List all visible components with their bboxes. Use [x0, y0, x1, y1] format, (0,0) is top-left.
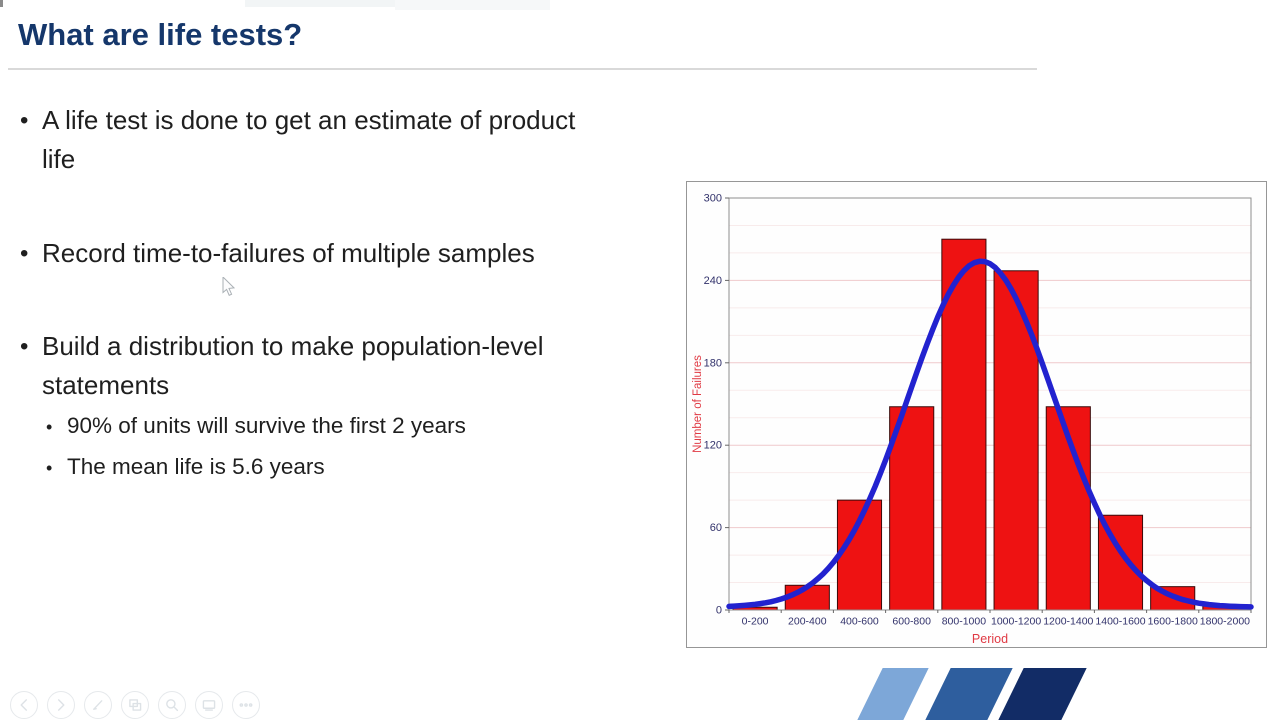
bullet-marker: • [20, 327, 28, 366]
bullet-marker: • [46, 414, 52, 440]
svg-text:0: 0 [716, 605, 722, 617]
display-icon [196, 691, 222, 719]
svg-text:0-200: 0-200 [742, 616, 769, 628]
svg-text:600-800: 600-800 [892, 616, 931, 628]
svg-text:240: 240 [704, 275, 722, 287]
bullet-text: Record time-to-failures of multiple samp… [42, 234, 587, 273]
slide-title: What are life tests? [18, 17, 302, 53]
svg-text:300: 300 [704, 193, 722, 205]
more-button[interactable] [232, 691, 260, 719]
artifact-bar [0, 0, 3, 7]
artifact-bar [395, 0, 550, 10]
svg-text:1400-1600: 1400-1600 [1095, 616, 1145, 628]
svg-text:1200-1400: 1200-1400 [1043, 616, 1093, 628]
footer-stripe [925, 668, 1012, 720]
bullet-text: A life test is done to get an estimate o… [42, 101, 587, 179]
svg-text:800-1000: 800-1000 [942, 616, 987, 628]
next-icon [48, 691, 74, 719]
sub-bullet-item: • The mean life is 5.6 years [46, 454, 325, 480]
zoom-icon [159, 691, 185, 719]
svg-text:120: 120 [704, 440, 722, 452]
mouse-cursor [222, 277, 236, 297]
svg-text:400-600: 400-600 [840, 616, 879, 628]
sub-bullet-text: 90% of units will survive the first 2 ye… [67, 413, 466, 439]
svg-text:1600-1800: 1600-1800 [1148, 616, 1198, 628]
sub-bullet-item: • 90% of units will survive the first 2 y… [46, 413, 466, 439]
svg-text:180: 180 [704, 357, 722, 369]
svg-text:1000-1200: 1000-1200 [991, 616, 1041, 628]
previous-button[interactable] [10, 691, 38, 719]
footer-stripe [857, 668, 928, 720]
next-button[interactable] [47, 691, 75, 719]
display-button[interactable] [195, 691, 223, 719]
artifact-bar [245, 0, 395, 7]
bullet-item: • Build a distribution to make population… [20, 327, 620, 405]
zoom-button[interactable] [158, 691, 186, 719]
x-axis-title: Period [972, 632, 1008, 646]
svg-text:60: 60 [710, 522, 722, 534]
sub-bullet-text: The mean life is 5.6 years [67, 454, 325, 480]
more-icon [233, 691, 259, 719]
slide-grid-button[interactable] [121, 691, 149, 719]
title-underline [8, 68, 1037, 70]
pen-icon [85, 691, 111, 719]
bullet-text: Build a distribution to make population-… [42, 327, 587, 405]
svg-text:200-400: 200-400 [788, 616, 827, 628]
svg-text:1800-2000: 1800-2000 [1200, 616, 1250, 628]
footer-stripe [998, 668, 1086, 720]
failure-histogram-chart: 0-200 200-400 400-600 600-800 800-1000 1000-1… [687, 182, 1266, 647]
pen-button[interactable] [84, 691, 112, 719]
bullet-item: • Record time-to-failures of multiple sam… [20, 234, 620, 273]
y-axis-title: Number of Failures [692, 355, 704, 453]
bullet-marker: • [46, 455, 52, 481]
bullet-marker: • [20, 101, 28, 140]
presenter-toolbar [10, 691, 260, 721]
bullet-item: • A life test is done to get an estimate … [20, 101, 620, 179]
chart-panel: 0-200 200-400 400-600 600-800 800-1000 1000-1… [686, 181, 1267, 648]
previous-icon [11, 691, 37, 719]
bullet-marker: • [20, 234, 28, 273]
slide-grid-icon [122, 691, 148, 719]
